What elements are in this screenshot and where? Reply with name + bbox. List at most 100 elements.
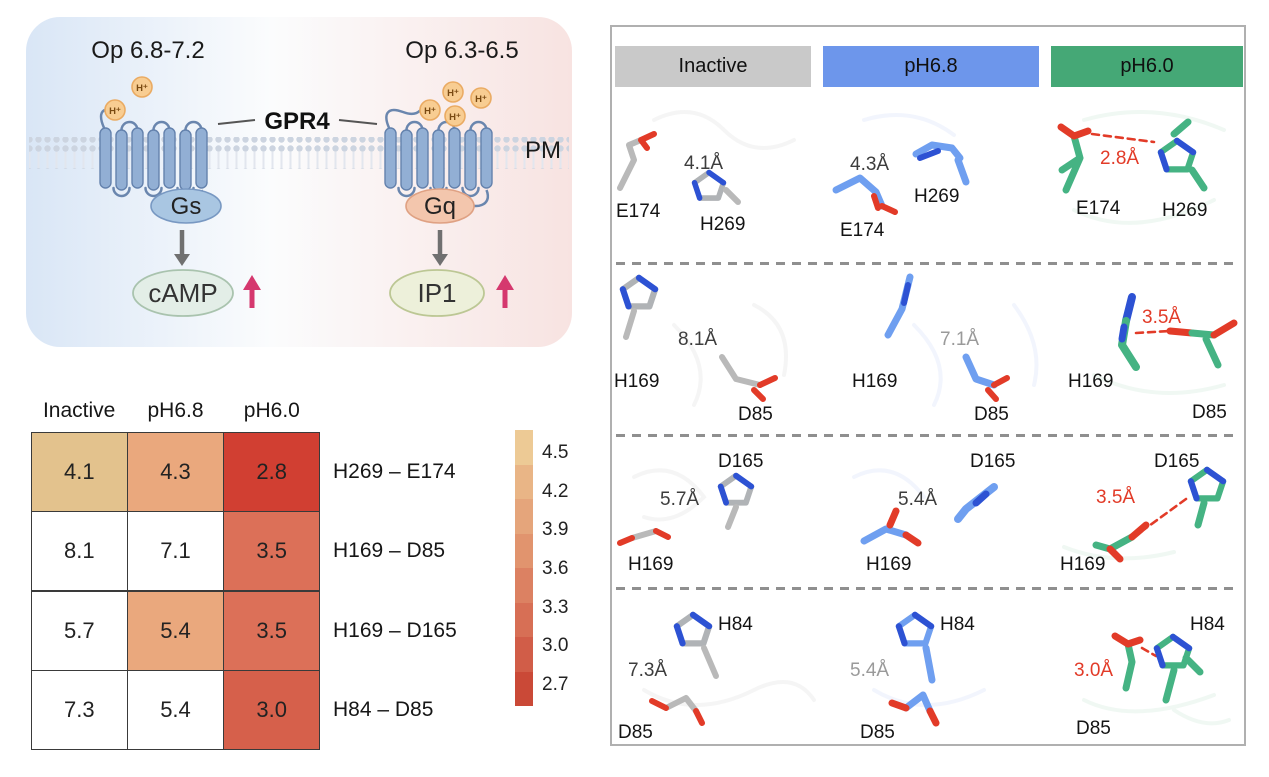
residue-label: D165 xyxy=(970,451,1015,472)
colorbar-tick: 4.5 xyxy=(542,442,569,463)
proton-icon: H⁺ xyxy=(449,112,461,123)
distance-label: 2.8Å xyxy=(1100,148,1139,169)
heatmap-grid: 4.1 4.3 2.8 8.1 7.1 3.5 5.7 5.4 3.5 7.3 … xyxy=(31,432,320,750)
residue-label: H169 xyxy=(1060,554,1105,575)
colorbar-tick: 4.2 xyxy=(542,481,569,502)
residue-label: D165 xyxy=(1154,451,1199,472)
colorbar-segment xyxy=(515,499,533,534)
distance-label: 5.4Å xyxy=(850,660,889,681)
distance-label: 7.3Å xyxy=(628,660,667,681)
colorbar-tick: 3.9 xyxy=(542,519,569,540)
increase-arrow-icon xyxy=(496,275,514,308)
residue-label: E174 xyxy=(1076,198,1121,219)
residue-label: D85 xyxy=(974,404,1009,425)
inactive-h169-d85: 8.1Å H169 D85 xyxy=(614,278,778,425)
distance-label: 5.7Å xyxy=(660,489,699,510)
distance-label: 4.3Å xyxy=(850,154,889,175)
heatmap-row-label: H169 – D85 xyxy=(333,539,446,562)
structure-row-h84-d85: H84 7.3Å D85 H84 5.4Å D85 H84 xyxy=(618,590,1231,742)
residue-label: E174 xyxy=(616,201,661,222)
panel-header-ph68: pH6.8 xyxy=(823,46,1039,87)
heatmap-header-ph60: pH6.0 xyxy=(243,399,300,422)
ph68-h169-d85: 7.1Å H169 D85 xyxy=(852,273,1010,425)
heatmap-column-headers: Inactive pH6.8 pH6.0 xyxy=(31,399,320,423)
ph68-e174-h269: 4.3Å H269 E174 xyxy=(832,141,970,241)
increase-arrow-icon xyxy=(243,275,261,308)
colorbar-segment xyxy=(515,533,533,568)
distance-label: 5.4Å xyxy=(898,489,937,510)
down-arrow-icon xyxy=(432,230,448,266)
colorbar-tick: 3.6 xyxy=(542,558,569,579)
heatmap-cell: 5.4 xyxy=(128,671,223,749)
receptor-name-label: GPR4 xyxy=(264,108,330,135)
residue-label: D165 xyxy=(718,451,763,472)
ph68-d165-h169: D165 5.4Å H169 xyxy=(860,451,1015,575)
colorbar-segment xyxy=(515,464,533,499)
proton-icon: H⁺ xyxy=(447,88,459,99)
heatmap-cell: 4.1 xyxy=(32,433,127,511)
heatmap-cell: 3.5 xyxy=(224,591,319,670)
ip1-bubble xyxy=(389,269,485,317)
hydrogen-bond xyxy=(1134,329,1172,335)
colorbar-segment xyxy=(515,568,533,603)
gs-protein xyxy=(150,188,222,224)
proton-icon: H⁺ xyxy=(136,83,148,94)
ph68-h84-d85: H84 5.4Å D85 xyxy=(850,614,975,742)
heatmap-cell: 3.0 xyxy=(224,671,319,749)
inactive-h84-d85: H84 7.3Å D85 xyxy=(618,614,753,742)
heatmap-row-label: H169 – D165 xyxy=(333,619,457,642)
residue-label: D85 xyxy=(860,722,895,742)
proton-icons: H⁺ H⁺ H⁺ H⁺ H⁺ H⁺ xyxy=(104,76,492,127)
heatmap-header-ph68: pH6.8 xyxy=(147,399,204,422)
ph60-h169-d85: 3.5Å H169 D85 xyxy=(1068,293,1238,423)
colorbar-segment xyxy=(515,430,533,465)
distance-label: 8.1Å xyxy=(678,329,717,350)
proton-icon: H⁺ xyxy=(109,106,121,117)
hydrogen-bond xyxy=(1090,132,1156,144)
heatmap-cell: 7.3 xyxy=(32,671,127,749)
structure-row-h169-d85: 8.1Å H169 D85 7.1Å H169 D85 3.5Å xyxy=(614,273,1238,425)
residue-label: D85 xyxy=(618,722,653,742)
colorbar-tick: 3.3 xyxy=(542,597,569,618)
heatmap-cell: 5.4 xyxy=(128,591,223,670)
colorbar-segment xyxy=(515,637,533,672)
right-receptor-helices xyxy=(384,127,493,191)
camp-bubble xyxy=(132,269,234,317)
inactive-d165-h169: D165 5.7Å H169 xyxy=(617,451,763,575)
down-arrow-icon xyxy=(174,230,190,266)
row-separator xyxy=(616,262,1239,265)
residue-label: H169 xyxy=(628,554,673,575)
heatmap-cell: 3.5 xyxy=(224,512,319,591)
left-condition-label: Op 6.8-7.2 xyxy=(91,37,204,64)
residue-label: D85 xyxy=(738,404,773,425)
distance-label: 3.5Å xyxy=(1096,487,1135,508)
residue-label: D85 xyxy=(1076,718,1111,739)
distance-label: 4.1Å xyxy=(684,153,723,174)
panel-header-ph60: pH6.0 xyxy=(1051,46,1243,87)
residue-label: H169 xyxy=(852,371,897,392)
signaling-diagram: PM Op 6.8-7.2 Op 6.3-6.5 GPR4 xyxy=(26,17,572,347)
panel-header-inactive: Inactive xyxy=(615,46,811,87)
distance-label: 3.5Å xyxy=(1142,307,1181,328)
structure-row-h269-e174: 4.1Å E174 H269 4.3Å H269 E174 2.8Å xyxy=(616,110,1226,241)
diagram-background xyxy=(26,17,572,347)
residue-label: E174 xyxy=(840,220,885,241)
colorbar-tick: 2.7 xyxy=(542,674,569,695)
colorbar-tick: 3.0 xyxy=(542,635,569,656)
ph60-h84-d85: H84 3.0Å D85 xyxy=(1074,614,1225,739)
ip1-label: IP1 xyxy=(417,278,456,308)
gq-label: Gq xyxy=(424,193,456,220)
heatmap-header-inactive: Inactive xyxy=(42,399,116,422)
proton-icon: H⁺ xyxy=(424,106,436,117)
hydrogen-bond xyxy=(1140,497,1188,533)
residue-label: H84 xyxy=(718,614,753,635)
structure-row-h169-d165: D165 5.7Å H169 D165 5.4Å H169 D165 xyxy=(617,451,1242,575)
residue-label: H169 xyxy=(614,371,659,392)
row-separator xyxy=(616,434,1239,437)
row-separator xyxy=(616,587,1239,590)
ph60-e174-h269: 2.8Å E174 H269 xyxy=(1057,118,1208,221)
leader-lines xyxy=(217,119,378,125)
distance-label: 7.1Å xyxy=(940,329,979,350)
membrane-label: PM xyxy=(525,137,561,164)
